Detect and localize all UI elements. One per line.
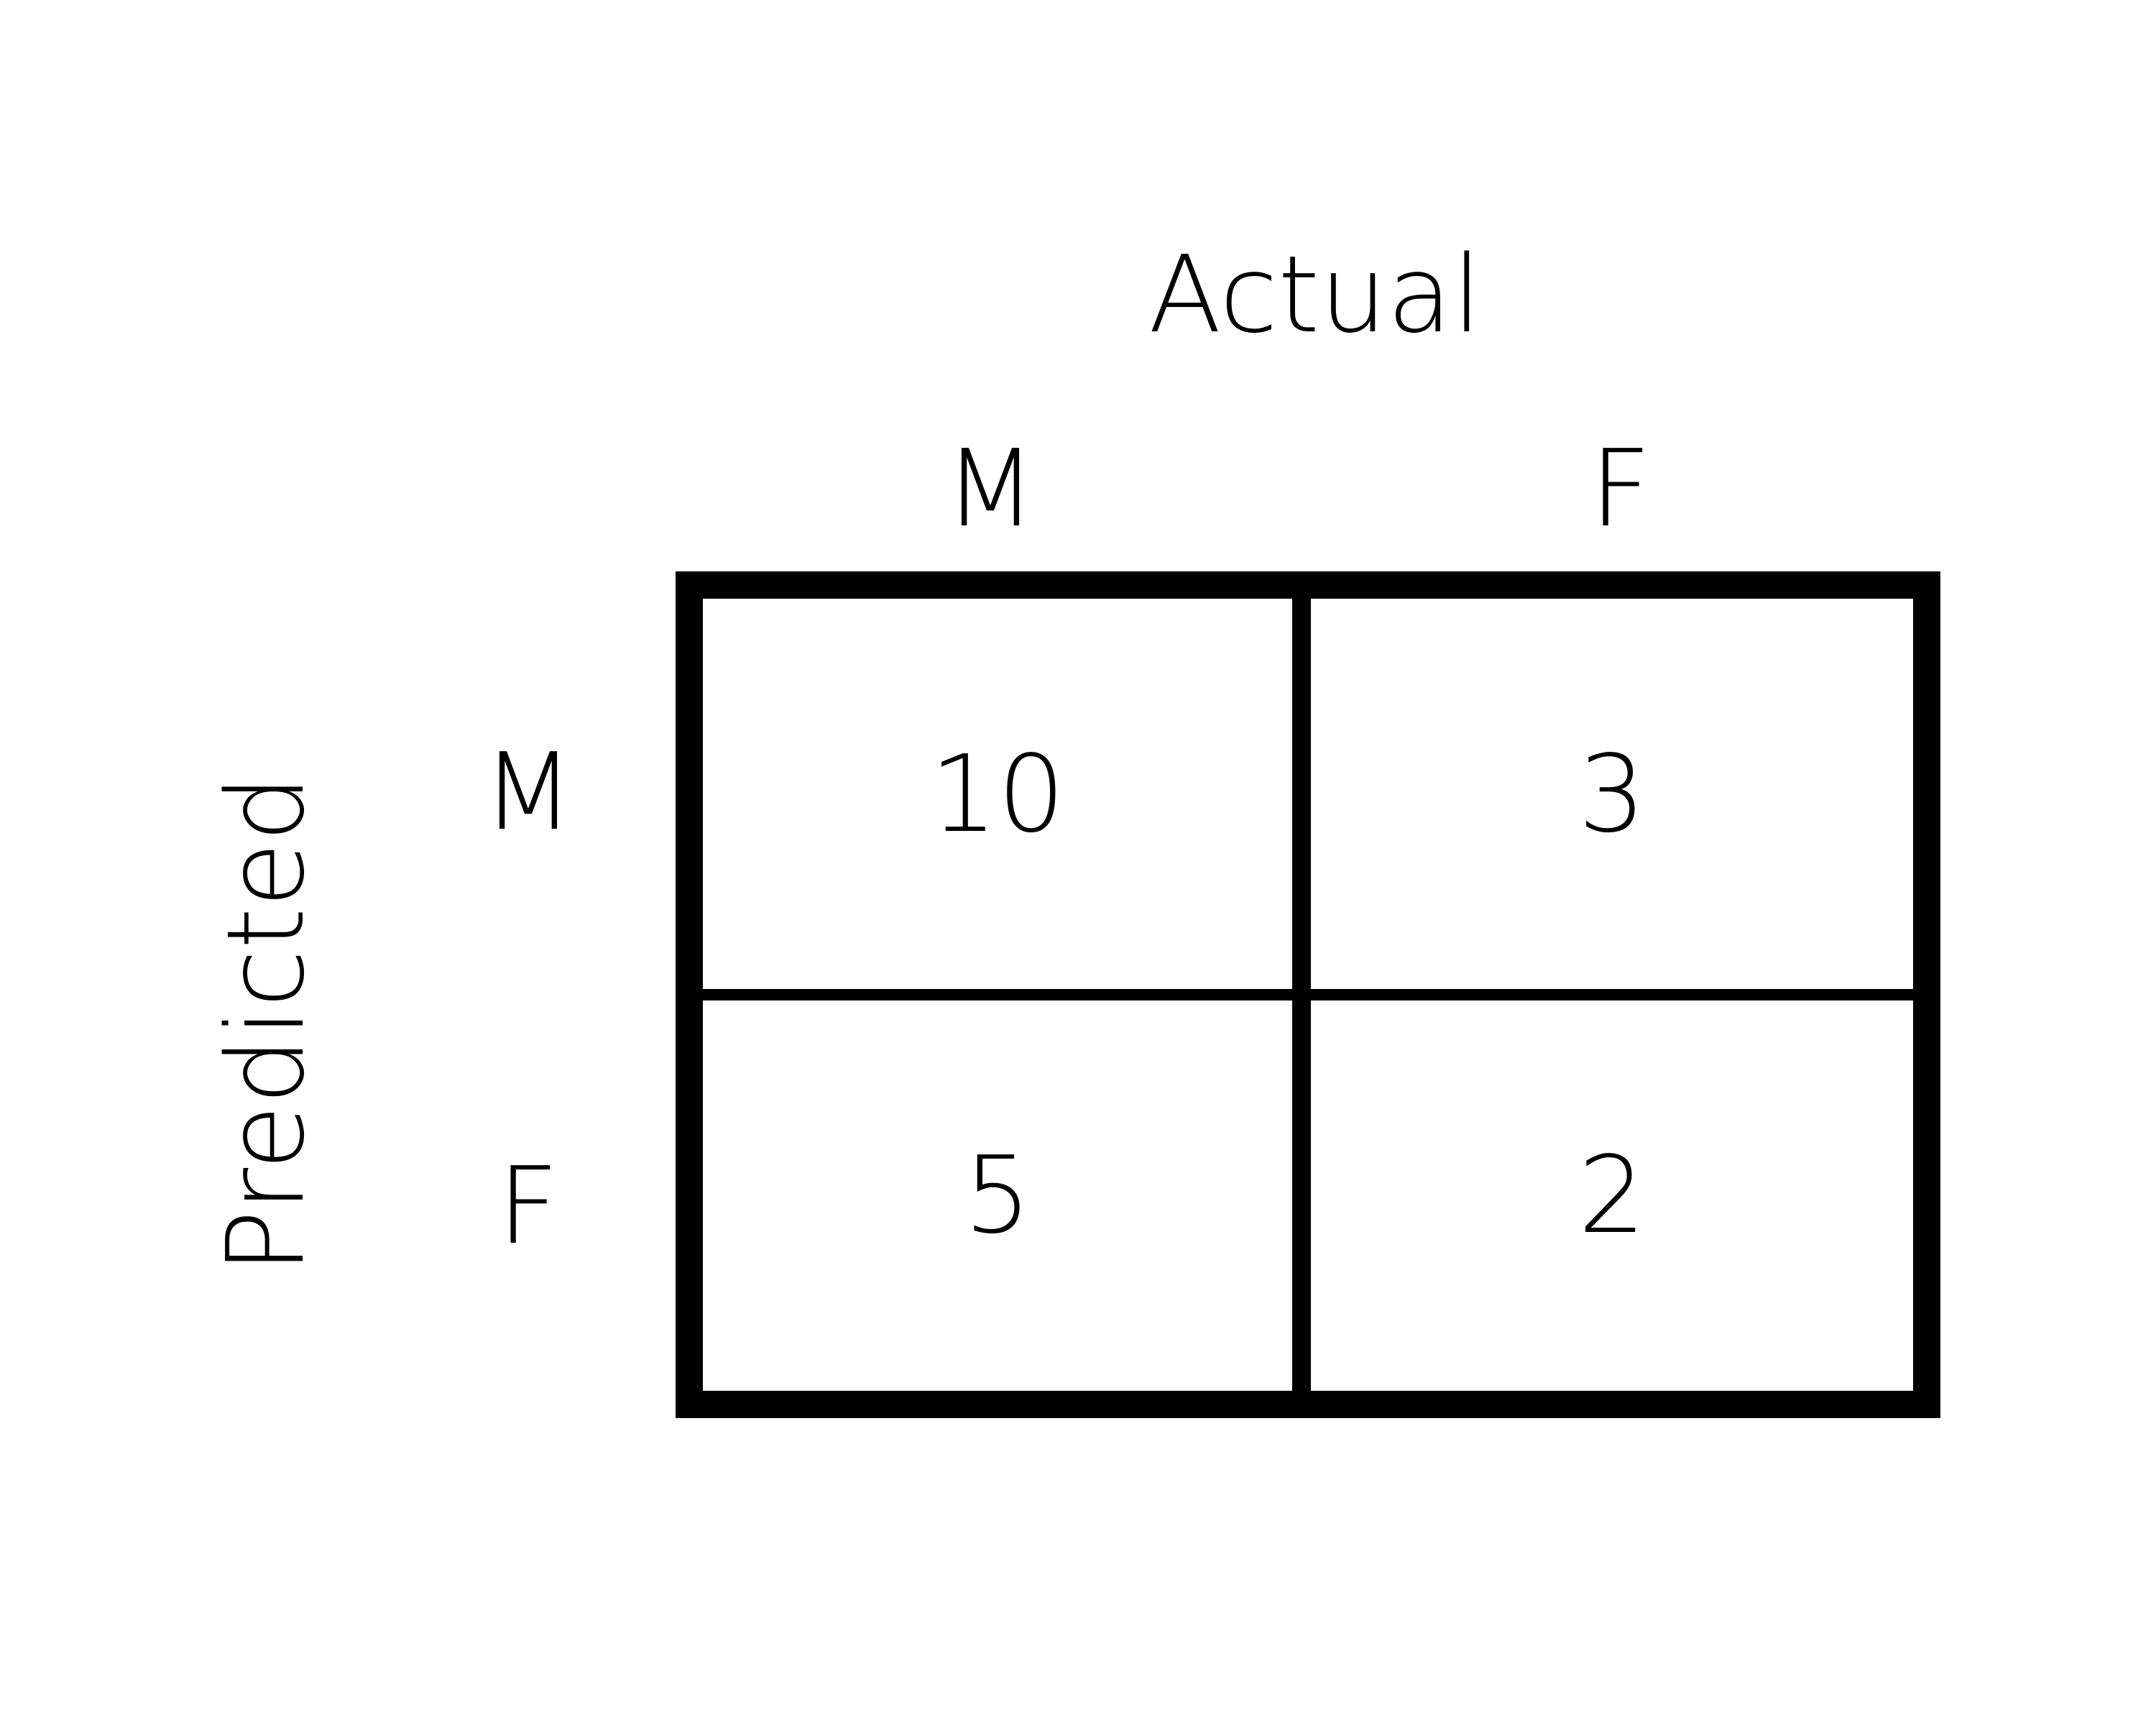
- column-header-f: F: [1590, 427, 1651, 551]
- confusion-matrix: 10 3 5 2: [676, 571, 1940, 1418]
- cell-value: 3: [1577, 732, 1646, 856]
- predicted-axis-title: Predicted: [204, 774, 328, 1274]
- actual-axis-title: Actual: [1148, 233, 1482, 356]
- cell-value: 10: [929, 732, 1066, 856]
- cell-value: 5: [963, 1133, 1032, 1257]
- matrix-cell-predicted-m-actual-m: 10: [676, 571, 1308, 1000]
- column-header-m: M: [944, 427, 1036, 551]
- cell-value: 2: [1577, 1133, 1646, 1257]
- row-header-f: F: [497, 1144, 559, 1268]
- matrix-cell-predicted-f-actual-f: 2: [1295, 989, 1940, 1418]
- matrix-cell-predicted-m-actual-f: 3: [1295, 571, 1940, 1000]
- row-header-m: M: [482, 730, 574, 854]
- matrix-cell-predicted-f-actual-m: 5: [676, 989, 1308, 1418]
